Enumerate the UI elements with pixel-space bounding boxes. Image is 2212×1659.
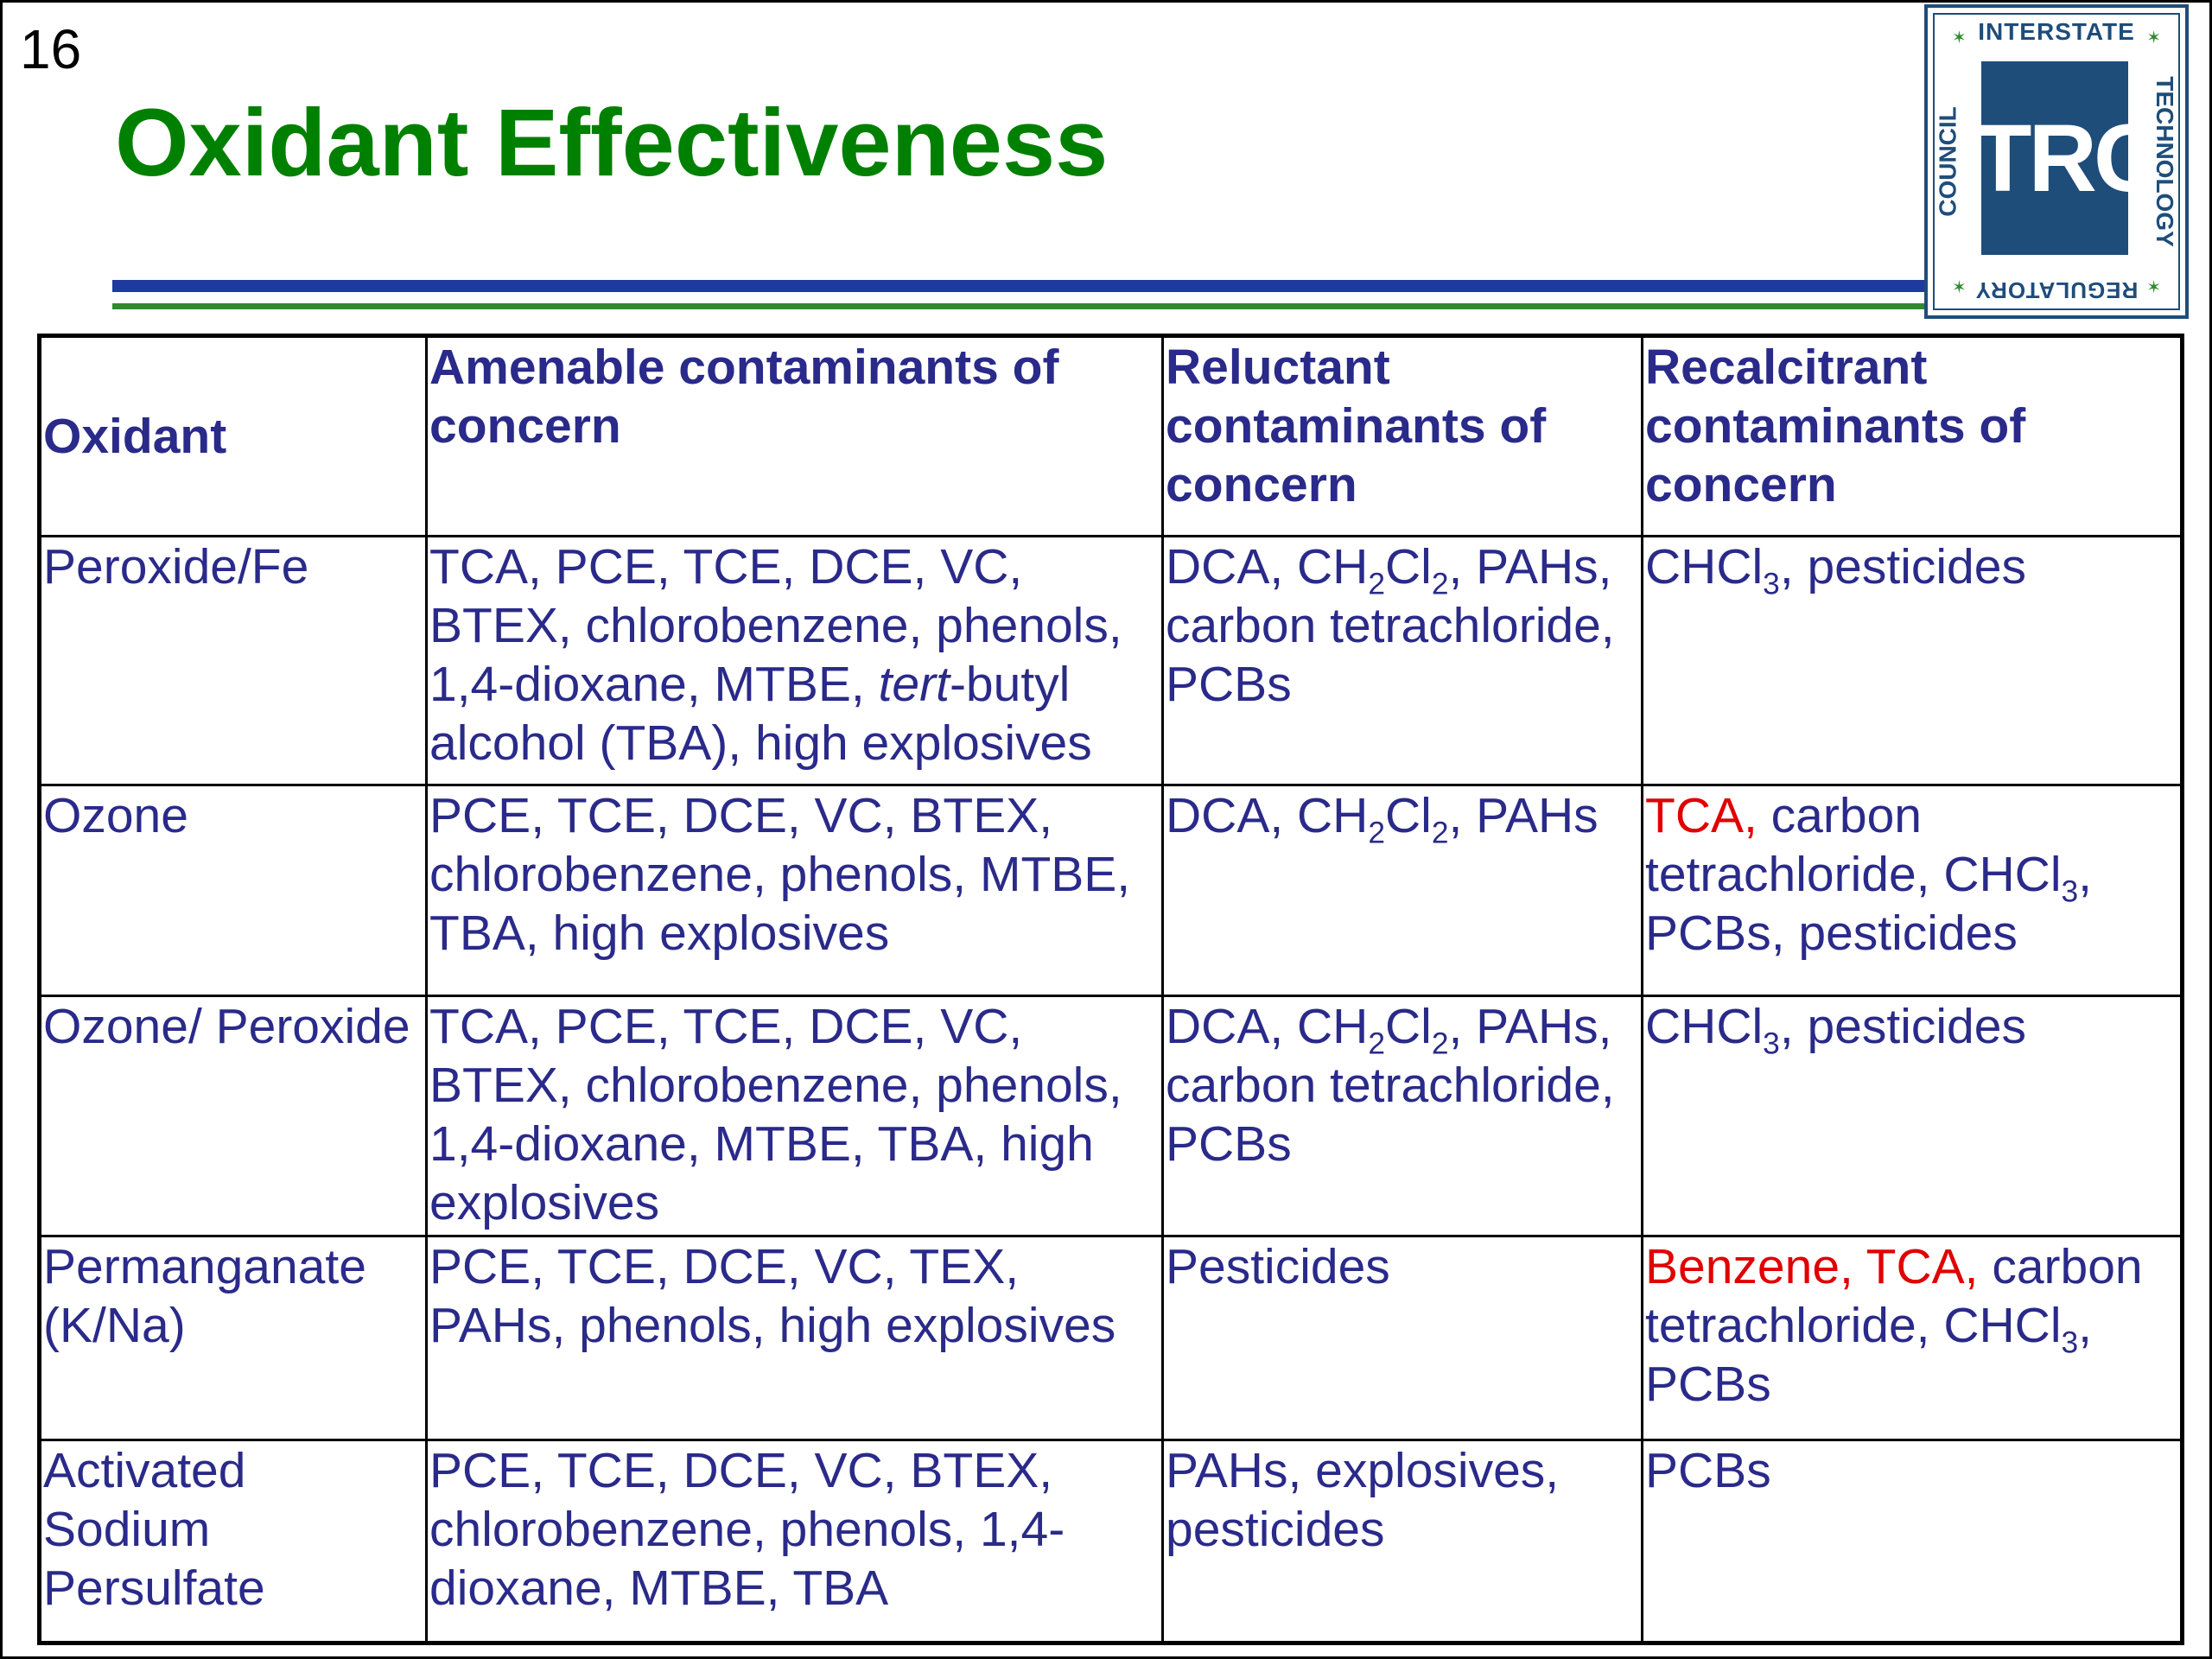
recalcitrant-text: CHCl <box>1645 999 1764 1054</box>
recalcitrant-text: , PCBs <box>1645 1298 2092 1412</box>
recalcitrant-text: CHCl <box>1645 539 1764 594</box>
logo-text-interstate: INTERSTATE <box>1978 18 2135 45</box>
amenable-italic: tert <box>878 657 950 712</box>
table-row: Ozone/ Peroxide TCA, PCE, TCE, DCE, VC, … <box>38 995 2183 1237</box>
recalcitrant-text: , pesticides <box>1779 539 2026 594</box>
oxidant-cell: Ozone <box>38 784 428 997</box>
slide-number: 16 <box>20 18 82 80</box>
reluctant-text: , PAHs <box>1448 788 1599 843</box>
subscript: 2 <box>1368 1027 1386 1061</box>
recalcitrant-text: , PCBs, pesticides <box>1645 847 2092 961</box>
oxidant-effectiveness-table: Oxidant Amenable contaminants of concern… <box>37 334 2184 1645</box>
recalcitrant-cell: Benzene, TCA, carbon tetrachloride, CHCl… <box>1641 1235 2183 1441</box>
logo-star-icon: ✶ <box>2146 278 2161 297</box>
amenable-text: -butyl alcohol (TBA), high explosives <box>429 657 1092 771</box>
recalcitrant-cell: PCBs <box>1641 1439 2183 1644</box>
header-oxidant: Oxidant <box>38 334 428 537</box>
header-recalcitrant: Recalcitrant contaminants of concern <box>1641 334 2183 537</box>
title-rule-green <box>112 303 1927 309</box>
table-row: Peroxide/Fe TCA, PCE, TCE, DCE, VC, BTEX… <box>38 535 2183 786</box>
subscript: 2 <box>1431 567 1449 601</box>
recalcitrant-text: carbon tetrachloride, CHCl <box>1645 788 2062 902</box>
subscript: 3 <box>1763 567 1780 601</box>
amenable-cell: PCE, TCE, DCE, VC, BTEX, chlorobenzene, … <box>425 784 1164 997</box>
subscript: 2 <box>1431 816 1449 850</box>
amenable-cell: TCA, PCE, TCE, DCE, VC, BTEX, chlorobenz… <box>425 995 1164 1237</box>
recalcitrant-cell: CHCl3, pesticides <box>1641 995 2183 1237</box>
reluctant-text: , PAHs, carbon tetrachloride, PCBs <box>1166 539 1615 712</box>
reluctant-cell: DCA, CH2Cl2, PAHs, carbon tetrachloride,… <box>1161 995 1643 1237</box>
reluctant-text: , PAHs, carbon tetrachloride, PCBs <box>1166 999 1615 1172</box>
logo-star-icon: ✶ <box>2146 29 2161 48</box>
reluctant-text: Cl <box>1385 788 1432 843</box>
header-reluctant: Reluctant contaminants of concern <box>1161 334 1643 537</box>
slide-title: Oxidant Effectiveness <box>115 90 1109 196</box>
amenable-cell: PCE, TCE, DCE, VC, BTEX, chlorobenzene, … <box>425 1439 1164 1644</box>
table-row: Permanganate (K/Na) PCE, TCE, DCE, VC, T… <box>38 1235 2183 1441</box>
subscript: 2 <box>1431 1027 1449 1061</box>
reluctant-text: DCA, CH <box>1166 788 1369 843</box>
table-row: Activated Sodium Persulfate PCE, TCE, DC… <box>38 1439 2183 1644</box>
table-row: Ozone PCE, TCE, DCE, VC, BTEX, chloroben… <box>38 784 2183 997</box>
subscript: 3 <box>1763 1027 1780 1061</box>
title-rule-blue <box>112 280 1927 292</box>
header-amenable: Amenable contaminants of concern <box>425 334 1164 537</box>
recalcitrant-text: carbon tetrachloride, CHCl <box>1645 1239 2143 1353</box>
logo-star-icon: ✶ <box>1952 278 1967 297</box>
logo-star-icon: ✶ <box>1952 29 1967 48</box>
reluctant-cell: DCA, CH2Cl2, PAHs, carbon tetrachloride,… <box>1161 535 1643 786</box>
reluctant-cell: Pesticides <box>1161 1235 1643 1441</box>
subscript: 3 <box>2061 1325 2079 1360</box>
amenable-cell: PCE, TCE, DCE, VC, TEX, PAHs, phenols, h… <box>425 1235 1164 1441</box>
subscript: 2 <box>1368 816 1386 850</box>
reluctant-text: DCA, CH <box>1166 539 1369 594</box>
table-header-row: Oxidant Amenable contaminants of concern… <box>38 334 2183 537</box>
reluctant-text: DCA, CH <box>1166 999 1369 1054</box>
subscript: 2 <box>1368 567 1386 601</box>
oxidant-cell: Permanganate (K/Na) <box>38 1235 428 1441</box>
oxidant-cell: Ozone/ Peroxide <box>38 995 428 1237</box>
amenable-text: TCA, PCE, TCE, DCE, VC, BTEX, chlorobenz… <box>429 539 1122 712</box>
logo-mark-itrc: ITRC <box>1951 61 2162 255</box>
recalcitrant-cell: TCA, carbon tetrachloride, CHCl3, PCBs, … <box>1641 784 2183 997</box>
recalcitrant-highlight: TCA, <box>1645 788 1758 843</box>
reluctant-text: Cl <box>1385 999 1432 1054</box>
oxidant-cell: Peroxide/Fe <box>38 535 428 786</box>
itrc-logo: INTERSTATE TECHNOLOGY REGULATORY COUNCIL… <box>1924 4 2189 319</box>
reluctant-text: Cl <box>1385 539 1432 594</box>
reluctant-cell: DCA, CH2Cl2, PAHs <box>1161 784 1643 997</box>
recalcitrant-text: , pesticides <box>1779 999 2026 1054</box>
reluctant-cell: PAHs, explosives, pesticides <box>1161 1439 1643 1644</box>
subscript: 3 <box>2061 874 2079 909</box>
recalcitrant-highlight: Benzene, TCA, <box>1645 1239 1979 1294</box>
oxidant-cell: Activated Sodium Persulfate <box>38 1439 428 1644</box>
amenable-cell: TCA, PCE, TCE, DCE, VC, BTEX, chlorobenz… <box>425 535 1164 786</box>
logo-frame <box>1933 13 2180 310</box>
recalcitrant-cell: CHCl3, pesticides <box>1641 535 2183 786</box>
